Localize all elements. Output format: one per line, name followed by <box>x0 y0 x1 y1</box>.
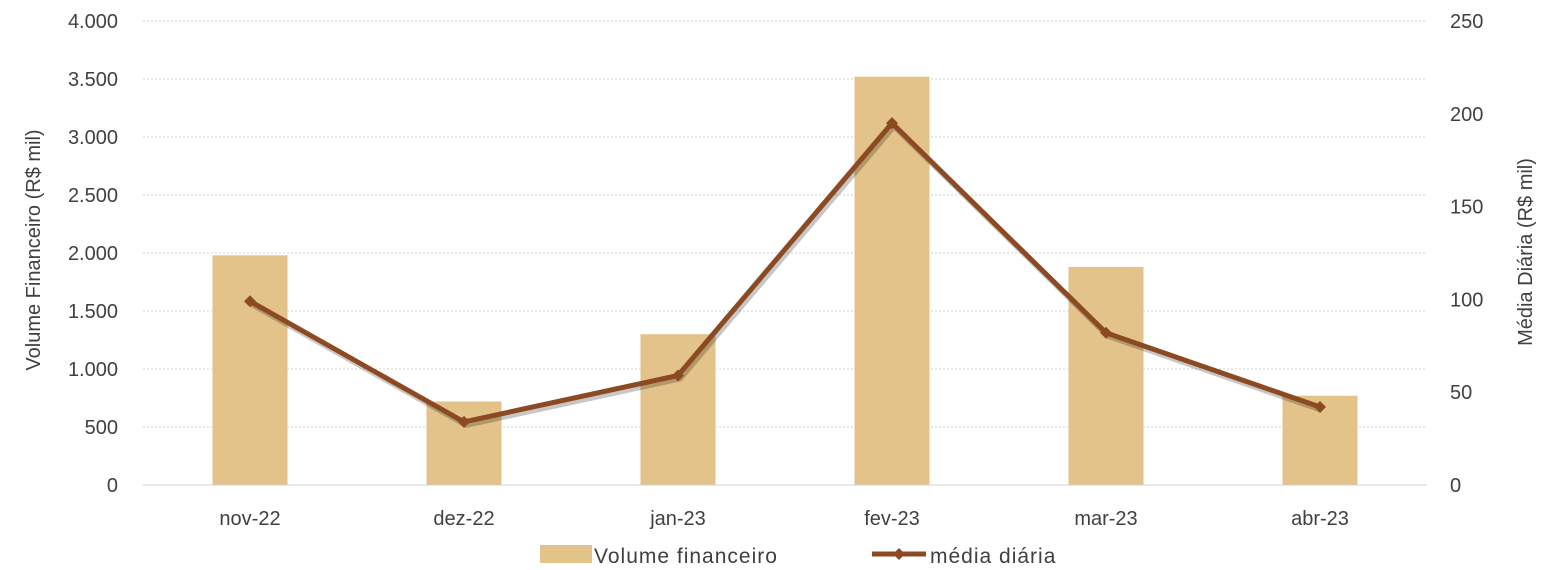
x-tick-label: jan-23 <box>649 508 706 530</box>
y-tick-label-left: 3.500 <box>68 69 118 91</box>
x-tick-label: fev-23 <box>864 508 920 530</box>
y-tick-label-right: 50 <box>1450 382 1472 404</box>
gridlines <box>143 20 1427 428</box>
y-tick-label-left: 2.000 <box>68 243 118 265</box>
legend-swatch-volume <box>540 545 592 563</box>
y-tick-label-right: 0 <box>1450 475 1461 497</box>
bar <box>854 76 930 486</box>
x-tick-label: abr-23 <box>1291 508 1349 530</box>
x-tick-label: nov-22 <box>219 508 280 530</box>
series-line <box>248 120 1321 425</box>
series-point <box>458 415 470 428</box>
bar <box>1068 266 1144 485</box>
y-axis-title-left: Volume Financeiro (R$ mil) <box>23 129 45 370</box>
series-point <box>1100 326 1112 339</box>
series-point <box>244 295 256 308</box>
series-point <box>672 369 684 382</box>
series-line-shadow <box>250 123 1323 428</box>
bar <box>640 334 716 485</box>
legend-label-media: média diária <box>930 545 1056 568</box>
bars <box>212 76 1358 486</box>
x-tick-label: dez-22 <box>433 508 494 530</box>
legend-label-volume: Volume financeiro <box>594 545 778 568</box>
y-tick-label-right: 250 <box>1450 11 1483 33</box>
y-axis-title-right: Média Diária (R$ mil) <box>1515 158 1537 346</box>
y-tick-label-left: 0 <box>107 475 118 497</box>
y-tick-label-left: 3.000 <box>68 127 118 149</box>
y-tick-label-left: 4.000 <box>68 11 118 33</box>
legend: Volume financeiro média diária <box>540 545 1056 568</box>
y-tick-label-right: 100 <box>1450 289 1483 311</box>
x-tick-label: mar-23 <box>1074 508 1137 530</box>
legend-swatch-marker <box>893 548 905 560</box>
series-point <box>886 117 898 130</box>
y-tick-label-left: 1.500 <box>68 301 118 323</box>
axes: 0 500 1.000 1.500 2.000 2.500 3.000 3.500 4.000 0… <box>68 11 1483 530</box>
line-series <box>244 117 1326 428</box>
y-tick-label-right: 200 <box>1450 104 1483 126</box>
y-tick-label-left: 2.500 <box>68 185 118 207</box>
series-point <box>1314 401 1326 414</box>
y-tick-label-left: 500 <box>85 417 118 439</box>
y-tick-label-right: 150 <box>1450 197 1483 219</box>
y-tick-label-left: 1.000 <box>68 359 118 381</box>
bar <box>212 255 288 485</box>
